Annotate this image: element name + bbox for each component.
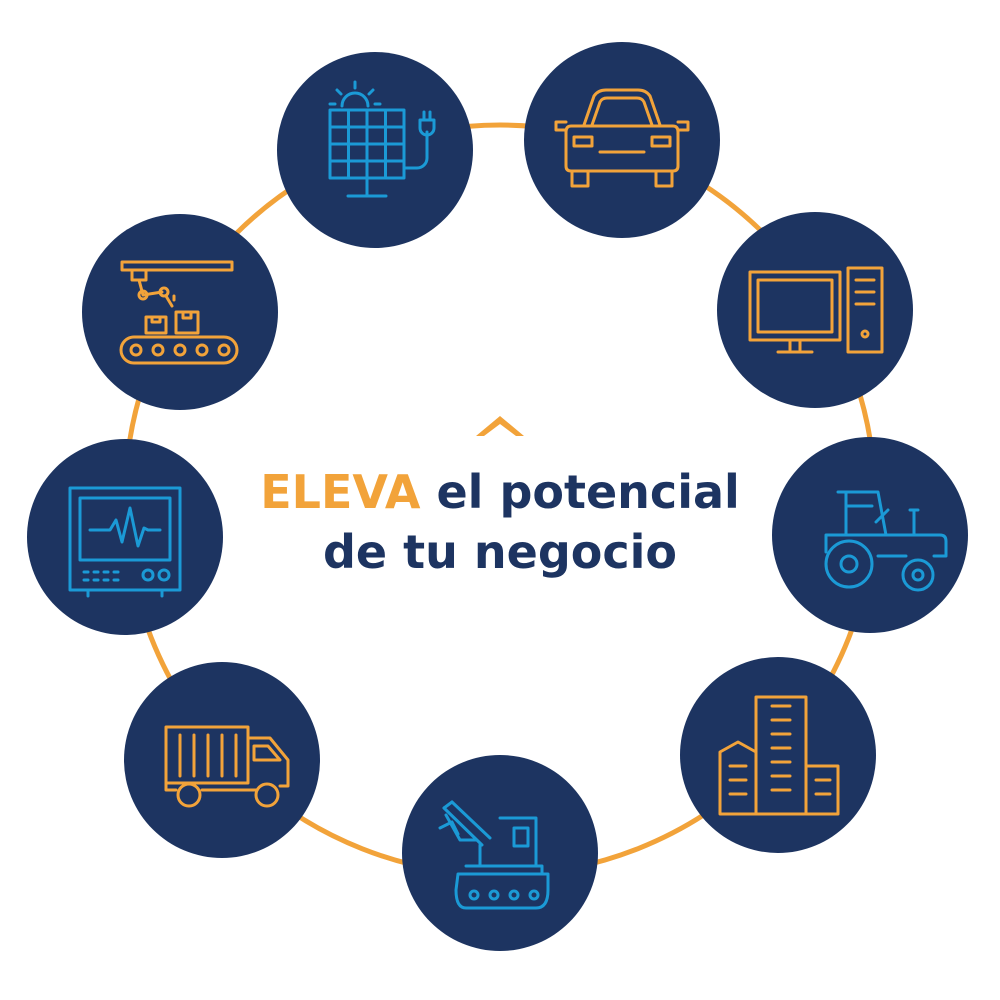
factory-conveyor-icon [82, 214, 278, 410]
car-icon [524, 42, 720, 238]
medical-monitor-icon [27, 439, 223, 635]
desktop-computer-icon [717, 212, 913, 408]
chevron-up-icon [476, 416, 524, 436]
headline-line-2: de tu negocio [322, 525, 677, 579]
headline-accent: ELEVA [260, 465, 421, 519]
excavator-icon [402, 755, 598, 951]
headline-line-1-rest: el potencial [420, 465, 740, 519]
tractor-icon [772, 437, 968, 633]
headline: ELEVA el potencial de tu negocio [200, 462, 800, 582]
solar-panel-icon [277, 52, 473, 248]
truck-icon [124, 662, 320, 858]
buildings-icon [680, 657, 876, 853]
headline-line-1: ELEVA el potencial [200, 462, 800, 522]
